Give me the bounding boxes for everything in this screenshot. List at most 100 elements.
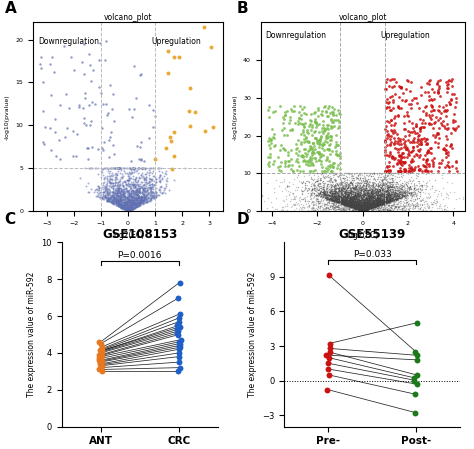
Point [363,194,370,202]
Point [350,204,358,211]
Point [381,183,389,190]
Point [111,187,119,194]
Point [355,201,363,208]
Point [120,192,128,199]
Point [313,170,320,177]
Point [331,189,338,196]
Point [351,194,359,201]
Point [374,176,382,183]
Point [176,324,184,331]
Point [346,195,353,202]
Point [362,203,369,210]
Point [353,203,361,210]
Point [374,200,381,207]
Point [346,196,354,203]
Point [344,192,351,199]
Point [372,189,379,196]
Point [362,177,369,185]
Point [414,204,422,211]
Point [109,105,116,112]
Point [401,193,408,200]
Point [368,183,376,190]
Point [383,198,391,205]
Point [109,165,116,172]
Point [109,172,117,179]
Point [331,193,339,200]
Point [303,150,310,158]
Point [395,184,402,191]
Point [347,203,355,211]
Point [346,201,354,208]
Point [351,198,358,206]
Point [323,195,331,202]
Point [370,181,377,188]
Point [374,196,382,203]
Point [361,184,368,191]
Point [135,189,143,196]
Point [365,188,372,195]
Point [401,202,409,209]
Point [377,186,384,194]
Point [370,187,377,194]
Point [376,207,383,214]
Point [360,198,368,205]
Point [390,194,397,201]
Point [382,188,390,195]
Point [140,192,147,199]
Point [349,202,356,209]
Point [357,202,365,210]
Point [441,106,448,113]
Point [356,197,364,204]
Point [366,204,374,211]
Point [353,207,360,214]
Point [356,203,364,211]
Point [117,204,125,211]
Point [368,185,375,193]
Point [368,198,376,205]
Point [362,203,369,211]
Point [326,345,334,352]
Point [380,200,388,207]
Point [124,206,131,213]
Point [390,176,397,184]
Point [355,206,363,213]
Point [390,198,397,206]
Point [397,181,404,189]
Point [378,176,386,183]
Point [300,196,307,203]
Point [384,167,392,175]
Point [410,181,417,188]
Point [363,203,371,211]
Point [390,184,398,191]
Point [383,179,390,186]
Point [319,168,326,175]
Point [343,196,350,203]
Point [363,193,371,200]
Point [396,168,404,175]
Point [360,195,367,202]
Point [119,205,127,212]
Point [371,170,378,177]
Point [420,182,428,189]
Point [296,203,304,210]
Point [351,203,359,210]
Point [305,158,312,165]
Point [116,195,124,202]
Point [328,202,336,210]
Point [328,203,336,210]
Point [336,118,343,125]
Point [358,207,366,215]
Point [380,198,387,205]
Point [338,189,346,196]
Point [351,189,359,196]
Point [136,186,143,194]
Point [428,101,435,109]
Point [378,201,386,208]
Point [383,191,391,198]
Point [336,193,344,200]
Point [118,191,126,198]
Point [110,191,118,198]
Point [383,117,391,124]
Point [384,202,392,209]
Point [356,196,363,203]
